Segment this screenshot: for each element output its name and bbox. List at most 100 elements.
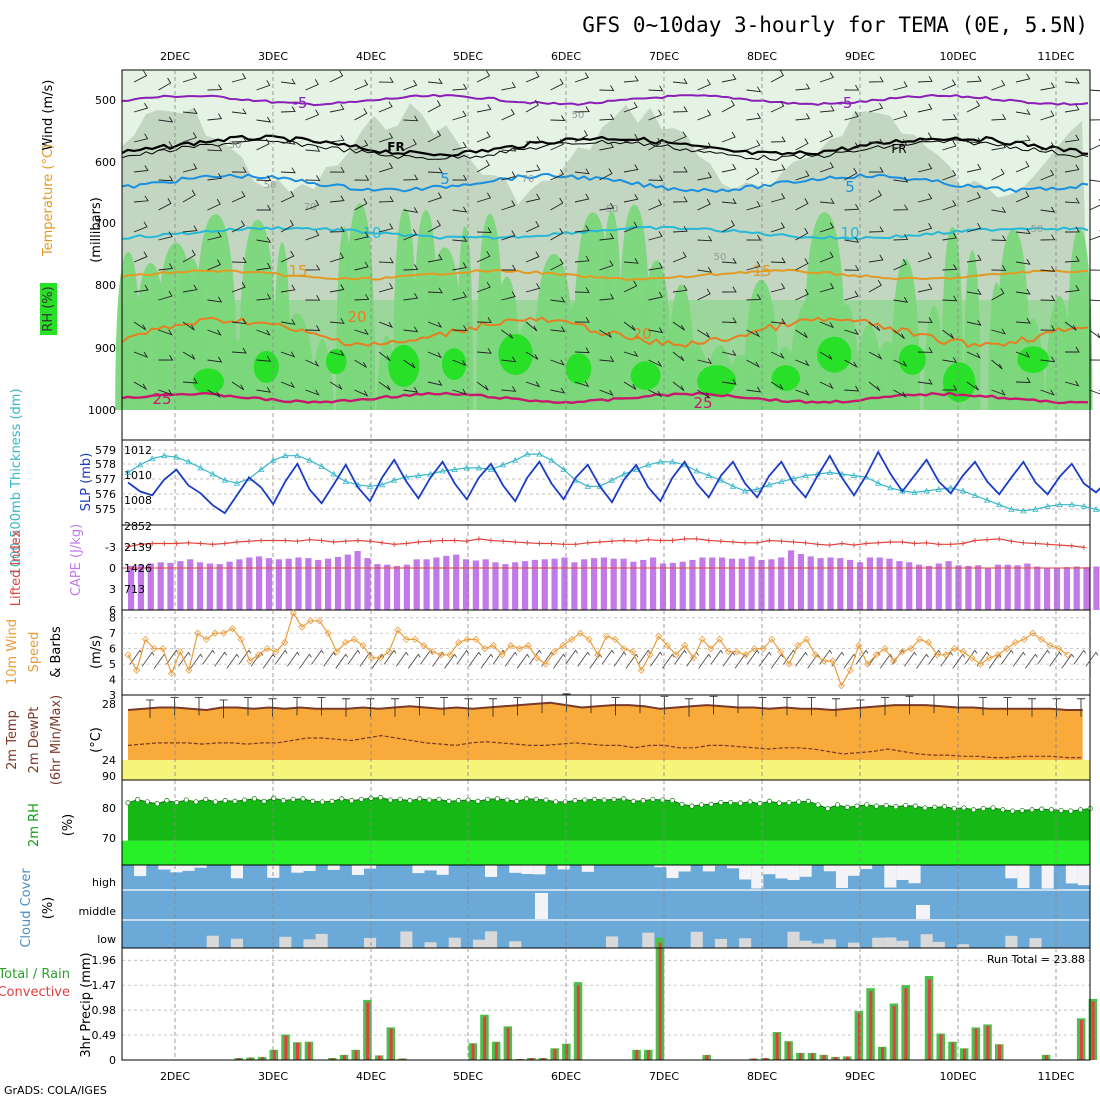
- axis-label-rh2m-unit: (%): [61, 814, 76, 837]
- wind-barb: [697, 358, 713, 364]
- wind-barb: [403, 326, 419, 333]
- rh2m-point: [747, 799, 753, 805]
- cape-tick: 713: [124, 583, 145, 596]
- wind-barb: [158, 141, 173, 151]
- rh2m-point: [242, 797, 248, 803]
- lifted-index-point: [343, 538, 349, 544]
- lifted-index-point: [186, 540, 191, 546]
- wind-barb: [476, 159, 490, 173]
- precip-tick: 1.96: [92, 954, 117, 967]
- wind-barb: [280, 219, 294, 233]
- high-cloud-gap: [860, 865, 873, 870]
- rh2m-point: [941, 804, 948, 810]
- wind-barb: [1015, 109, 1031, 115]
- cloud-level-label: low: [97, 933, 116, 946]
- rh2m-point: [523, 796, 530, 802]
- wind-barb: [795, 113, 811, 121]
- precip-tick: 0.98: [92, 1004, 117, 1017]
- rh-contour-label: 30: [229, 140, 242, 151]
- wind-barb: [819, 321, 835, 329]
- lifted-index-tick: -3: [105, 541, 116, 554]
- wind-speed-point: [568, 635, 576, 643]
- precip-panel: 1.96 1.47 0.98 0.49 0 Run Total = 23.88 Total …: [0, 937, 1098, 1067]
- rh2m-point: [708, 801, 714, 807]
- lifted-index-cape-panel: -3 0 3 6 2852 2139 1426 713 Lifted Index CAPE (J/…: [9, 520, 1100, 617]
- rh2m-point: [961, 805, 967, 811]
- low-cloud-bar: [606, 936, 619, 948]
- thickness-point: [850, 472, 858, 478]
- lifted-index-point: [294, 538, 300, 544]
- rh2m-low-fill: [122, 840, 1090, 865]
- wind-barb: [256, 138, 270, 151]
- low-cloud-bar: [448, 937, 461, 948]
- wind-barb: [770, 351, 785, 360]
- bottom-date-label: 11DEC: [1037, 1070, 1074, 1083]
- wind-barb: [231, 108, 247, 115]
- wind-barb: [917, 347, 933, 353]
- thickness-point: [875, 479, 882, 486]
- wind-barb: [1065, 346, 1080, 353]
- wind-barb: [648, 85, 664, 92]
- thickness-point: [717, 476, 725, 483]
- wind-speed-point: [481, 645, 489, 653]
- high-cloud-gap: [654, 865, 667, 868]
- cloud-cover-panel: high middle low Cloud Cover (%): [19, 864, 1091, 949]
- low-cloud-bar: [279, 936, 292, 948]
- precip-convective-bar: [1091, 1001, 1095, 1060]
- thickness-point: [669, 458, 676, 465]
- wind-speed-point: [759, 645, 767, 653]
- wind-barb: [893, 139, 907, 151]
- wind-barb: [231, 381, 245, 391]
- rh-core: [1017, 346, 1050, 373]
- surface-wind-barb: [710, 649, 724, 665]
- rh-core: [565, 353, 592, 385]
- wind-barb: [623, 193, 639, 203]
- thickness-point: [524, 450, 531, 457]
- cape-bar: [975, 565, 982, 610]
- minmax-whisker: [562, 693, 571, 712]
- wind-speed-point: [237, 635, 245, 643]
- wind-speed-point: [620, 645, 628, 653]
- wind-speed-point: [820, 657, 828, 665]
- wind-speed-point: [124, 651, 132, 659]
- cape-bar: [847, 559, 854, 610]
- wind-barb: [672, 106, 688, 113]
- wind-barb: [868, 279, 882, 293]
- wind-barb: [991, 79, 1006, 91]
- wind-barb: [893, 204, 909, 211]
- rh2m-point: [621, 796, 627, 802]
- rh2m-point: [193, 799, 199, 805]
- wind-barb: [991, 328, 1006, 335]
- wind-speed-point: [1020, 635, 1028, 643]
- top-date-label: 2DEC: [160, 50, 190, 63]
- panel-frame: [121, 947, 1091, 1061]
- thickness-point: [560, 466, 567, 472]
- low-cloud-bar: [787, 931, 800, 948]
- wind-barb: [893, 81, 908, 91]
- wind-barb: [795, 170, 810, 181]
- minmax-whisker: [758, 697, 767, 716]
- wind-speed-point: [341, 638, 350, 647]
- precip-convective-bar: [635, 1050, 639, 1060]
- rh2m-point: [349, 798, 355, 804]
- wind-barb: [280, 351, 296, 358]
- thickness-point: [1020, 507, 1027, 514]
- lifted-index-point: [210, 541, 216, 547]
- wind-barb: [1040, 82, 1056, 91]
- wind-barb: [819, 351, 833, 360]
- wind-barb: [280, 250, 295, 263]
- low-cloud-bar: [932, 941, 945, 948]
- high-cloud-gap: [896, 865, 909, 880]
- wind-barb: [525, 136, 541, 143]
- wind-barb: [427, 254, 443, 263]
- lifted-index-point: [161, 541, 167, 547]
- wind-barb: [231, 347, 247, 354]
- wind-barb: [280, 78, 296, 85]
- cape-bar: [1083, 567, 1090, 610]
- wind-barb: [378, 282, 394, 293]
- low-cloud-bar: [364, 937, 377, 948]
- temp-line: [127, 701, 1083, 712]
- cape-bar: [167, 562, 174, 610]
- thickness-point: [233, 479, 241, 486]
- low-cloud-bar: [739, 938, 752, 948]
